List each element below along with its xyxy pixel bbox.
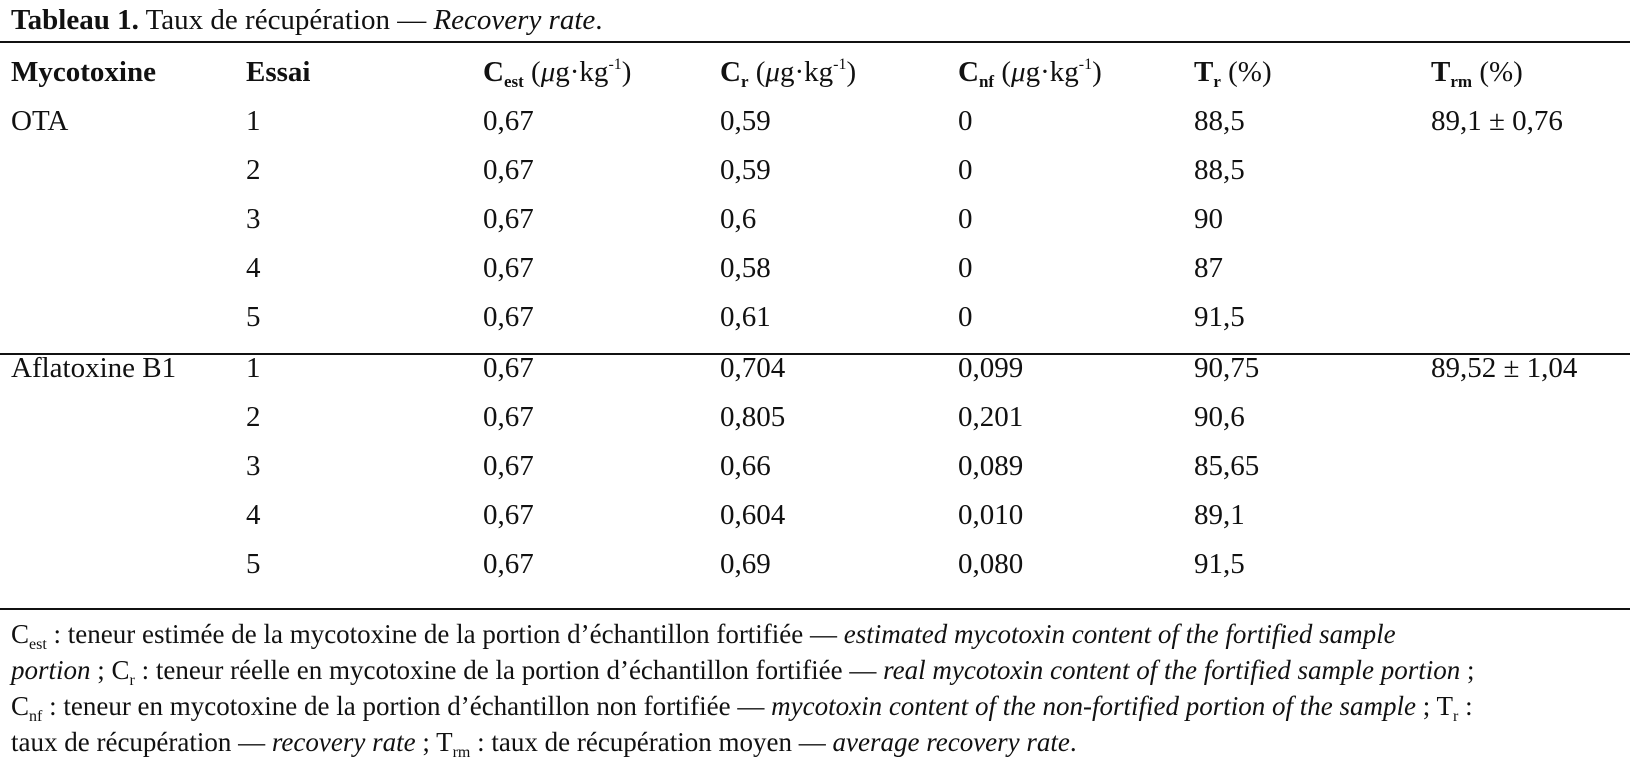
cell-t-r: 91,5 <box>1194 301 1245 333</box>
cell-c-nf: 0 <box>958 301 973 333</box>
footnote-line-4: taux de récupération — recovery rate ; T… <box>11 727 1077 761</box>
cell-essai: 1 <box>246 105 261 137</box>
cell-c-r: 0,61 <box>720 301 771 333</box>
cell-c-est: 0,67 <box>483 105 534 137</box>
footnote-line-1: Cest : teneur estimée de la mycotoxine d… <box>11 619 1396 653</box>
caption-title-en: Recovery rate <box>433 4 596 36</box>
cell-c-r: 0,6 <box>720 203 757 235</box>
cell-c-nf: 0,089 <box>958 450 1024 482</box>
cell-c-nf: 0 <box>958 105 973 137</box>
header-c-nf: Cnf (μg·kg-1) <box>958 56 1102 91</box>
cell-t-rm: 89,52 ± 1,04 <box>1431 352 1578 384</box>
cell-t-r: 91,5 <box>1194 548 1245 580</box>
cell-c-r: 0,58 <box>720 252 771 284</box>
cell-c-nf: 0,099 <box>958 352 1024 384</box>
cell-t-r: 90,75 <box>1194 352 1260 384</box>
cell-c-r: 0,704 <box>720 352 786 384</box>
cell-c-est: 0,67 <box>483 401 534 433</box>
cell-essai: 2 <box>246 154 261 186</box>
cell-c-nf: 0 <box>958 252 973 284</box>
caption-end: . <box>595 4 603 36</box>
header-t-r: Tr (%) <box>1194 56 1272 91</box>
caption-label: Tableau 1. <box>11 4 139 36</box>
cell-c-est: 0,67 <box>483 301 534 333</box>
cell-c-nf: 0 <box>958 203 973 235</box>
group-separator-rule <box>0 353 1630 355</box>
cell-c-r: 0,66 <box>720 450 771 482</box>
footnote-line-3: Cnf : teneur en mycotoxine de la portion… <box>11 691 1473 725</box>
cell-essai: 3 <box>246 203 261 235</box>
caption-title-fr: Taux de récupération — <box>138 4 434 36</box>
cell-essai: 5 <box>246 301 261 333</box>
cell-essai: 5 <box>246 548 261 580</box>
cell-essai: 4 <box>246 252 261 284</box>
cell-c-est: 0,67 <box>483 499 534 531</box>
cell-essai: 4 <box>246 499 261 531</box>
cell-c-est: 0,67 <box>483 203 534 235</box>
cell-c-est: 0,67 <box>483 154 534 186</box>
table-footnotes: Cest : teneur estimée de la mycotoxine d… <box>11 616 1621 761</box>
cell-c-nf: 0,010 <box>958 499 1024 531</box>
cell-c-est: 0,67 <box>483 450 534 482</box>
cell-t-r: 88,5 <box>1194 154 1245 186</box>
cell-t-r: 90,6 <box>1194 401 1245 433</box>
cell-c-nf: 0,080 <box>958 548 1024 580</box>
cell-c-est: 0,67 <box>483 252 534 284</box>
header-essai: Essai <box>246 56 311 88</box>
cell-c-nf: 0 <box>958 154 973 186</box>
cell-t-r: 87 <box>1194 252 1223 284</box>
header-mycotoxine: Mycotoxine <box>11 56 156 88</box>
cell-t-r: 89,1 <box>1194 499 1245 531</box>
header-t-rm: Trm (%) <box>1431 56 1523 91</box>
bottom-rule <box>0 608 1630 610</box>
cell-t-r: 88,5 <box>1194 105 1245 137</box>
cell-c-r: 0,59 <box>720 105 771 137</box>
cell-mycotoxine: Aflatoxine B1 <box>11 352 177 384</box>
cell-c-r: 0,805 <box>720 401 786 433</box>
cell-c-r: 0,59 <box>720 154 771 186</box>
footnote-line-2: portion ; Cr : teneur réelle en mycotoxi… <box>11 655 1475 689</box>
header-c-r: Cr (μg·kg-1) <box>720 56 857 91</box>
cell-essai: 3 <box>246 450 261 482</box>
cell-c-r: 0,69 <box>720 548 771 580</box>
cell-c-est: 0,67 <box>483 352 534 384</box>
cell-t-r: 85,65 <box>1194 450 1260 482</box>
cell-c-r: 0,604 <box>720 499 786 531</box>
table-caption: Tableau 1. Taux de récupération — Recove… <box>11 0 603 40</box>
cell-t-r: 90 <box>1194 203 1223 235</box>
cell-c-est: 0,67 <box>483 548 534 580</box>
cell-essai: 2 <box>246 401 261 433</box>
cell-essai: 1 <box>246 352 261 384</box>
header-c-est: Cest (μg·kg-1) <box>483 56 632 91</box>
top-rule <box>0 41 1630 43</box>
cell-c-nf: 0,201 <box>958 401 1024 433</box>
cell-t-rm: 89,1 ± 0,76 <box>1431 105 1563 137</box>
cell-mycotoxine: OTA <box>11 105 69 137</box>
